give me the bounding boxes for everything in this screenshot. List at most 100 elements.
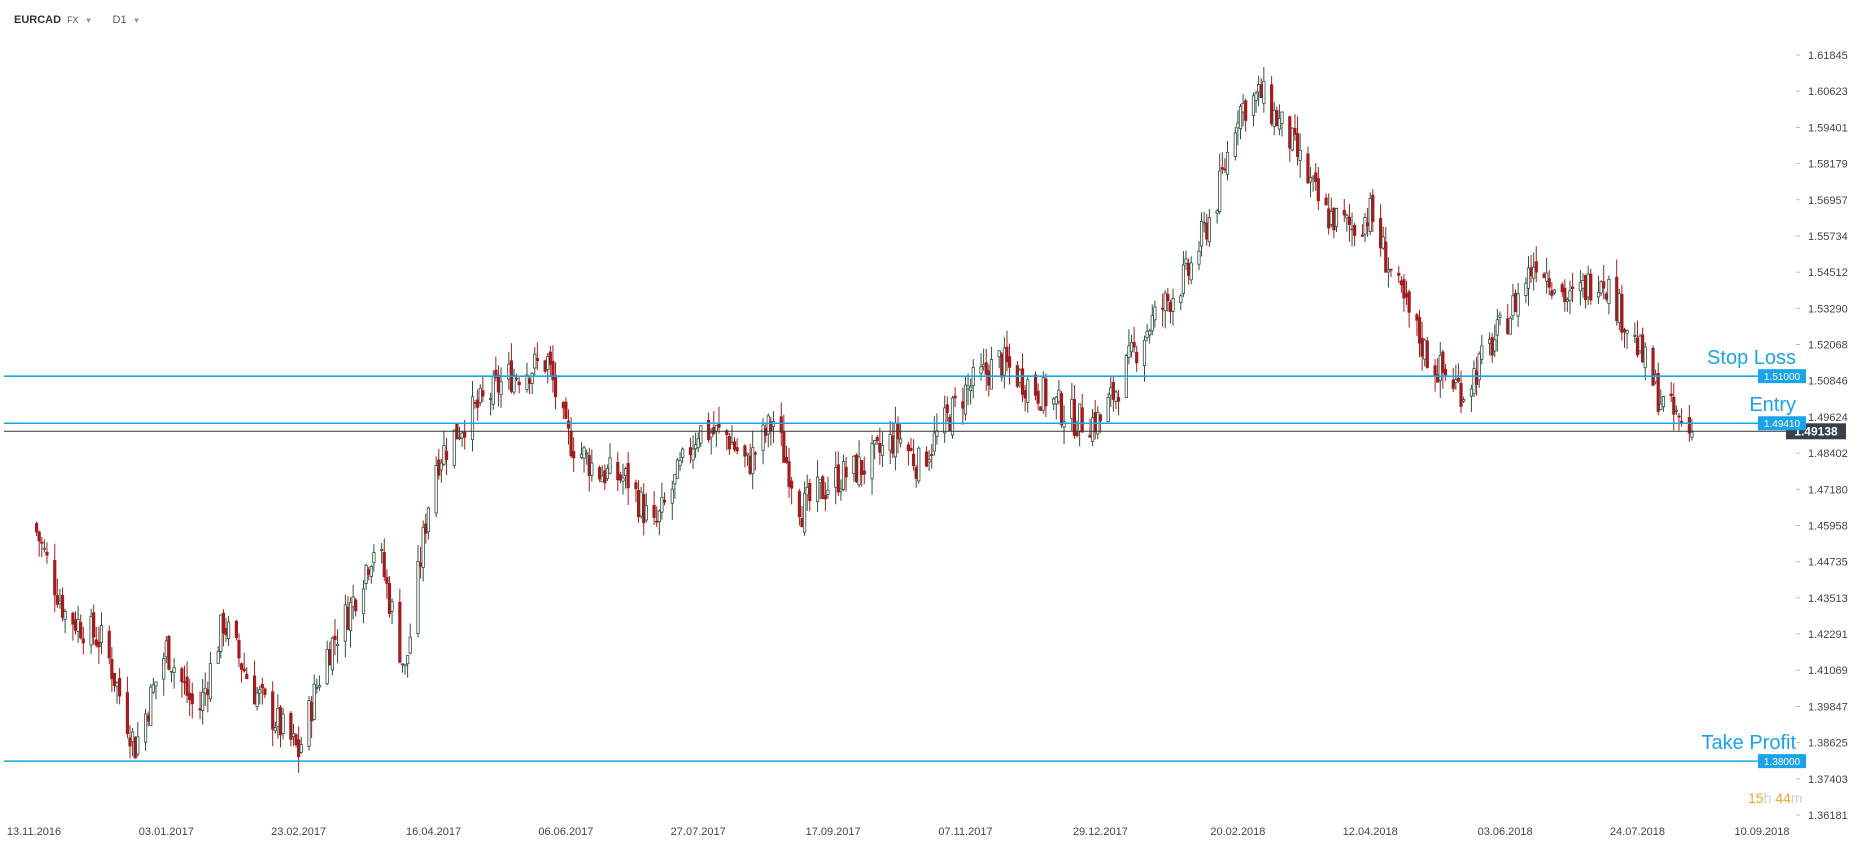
candle-body — [1109, 387, 1113, 396]
candle-body — [1360, 234, 1365, 237]
candle-body — [73, 619, 78, 631]
candle-body — [735, 447, 739, 452]
candle-body — [367, 569, 371, 575]
candle-body — [712, 426, 716, 434]
timeframe-dropdown[interactable]: D1 — [112, 14, 127, 26]
candle-body — [234, 620, 238, 638]
candle-body — [1184, 258, 1188, 264]
candle-body — [1270, 84, 1274, 125]
candle-body — [1417, 317, 1422, 344]
candle-body — [585, 452, 589, 455]
candle-body — [1532, 266, 1536, 279]
candle-body — [1275, 110, 1279, 127]
candle-body — [34, 523, 39, 533]
candle-body — [862, 470, 866, 475]
candle-body — [566, 420, 571, 429]
candle-body — [673, 474, 677, 485]
y-tick-label: 1.43513 — [1808, 593, 1848, 605]
candle-body — [909, 447, 913, 451]
market-dropdown[interactable]: FX — [67, 15, 79, 25]
candle-body — [652, 504, 656, 518]
candle-body — [1057, 389, 1061, 402]
candle-body — [335, 643, 340, 647]
x-tick-label: 10.09.2018 — [1734, 826, 1789, 838]
candle-body — [1617, 293, 1621, 324]
candle-body — [790, 480, 794, 489]
y-tick-label: 1.59401 — [1808, 122, 1848, 134]
candle-body — [841, 461, 846, 490]
candle-body — [58, 600, 62, 605]
candle-body — [1106, 396, 1110, 423]
x-tick-label: 24.07.2018 — [1610, 826, 1665, 838]
candle-body — [1604, 293, 1608, 300]
candle-body — [1223, 168, 1227, 171]
candle-body — [1127, 345, 1131, 358]
chevron-down-icon[interactable]: ▼ — [84, 15, 93, 25]
candle-body — [1244, 100, 1248, 121]
candle-body — [1363, 217, 1367, 235]
candle-body — [1251, 95, 1256, 116]
x-tick-label: 03.01.2017 — [139, 826, 194, 838]
candle-body — [924, 451, 929, 467]
candle-body — [1308, 177, 1313, 183]
candle-body — [1386, 269, 1390, 273]
candle-body — [642, 494, 646, 524]
candle-body — [930, 454, 934, 456]
take-profit-label: Take Profit — [1702, 732, 1797, 754]
candle-body — [1620, 294, 1624, 333]
candle-body — [893, 422, 898, 458]
candle-body — [662, 499, 667, 503]
candle-body — [281, 713, 285, 734]
candle-body — [709, 432, 713, 438]
candle-body — [727, 435, 731, 450]
candle-body — [551, 360, 555, 381]
candle-body — [1545, 272, 1549, 282]
candle-body — [587, 454, 591, 476]
candle-body — [239, 663, 244, 670]
chevron-down-icon[interactable]: ▼ — [132, 15, 141, 25]
candle-body — [852, 455, 856, 474]
candle-body — [403, 663, 407, 667]
candle-body — [873, 440, 877, 445]
candle-body — [961, 401, 965, 409]
candle-body — [618, 474, 622, 481]
candle-body — [1583, 275, 1588, 301]
candle-body — [1493, 339, 1497, 352]
candle-body — [1150, 315, 1154, 332]
y-tick-label: 1.54512 — [1808, 267, 1848, 279]
candle-body — [891, 435, 895, 454]
candle-body — [1371, 194, 1375, 222]
candle-body — [1643, 346, 1647, 369]
candle-body — [834, 467, 838, 488]
candle-body — [1423, 339, 1427, 360]
candle-body — [434, 465, 438, 514]
candle-body — [40, 541, 44, 544]
candle-body — [348, 602, 353, 632]
candle-body — [950, 397, 955, 436]
candle-body — [1687, 417, 1691, 434]
candle-body — [491, 375, 495, 405]
candle-body — [1495, 319, 1499, 336]
candle-body — [748, 455, 752, 474]
candle-body — [351, 596, 355, 608]
candle-body — [439, 462, 443, 471]
y-tick-label: 1.38625 — [1808, 738, 1848, 750]
candle-body — [548, 351, 552, 365]
symbol-label[interactable]: EURCAD — [14, 14, 62, 26]
candle-body — [1306, 153, 1310, 184]
y-tick-label: 1.37403 — [1808, 774, 1848, 786]
y-tick-label: 1.42291 — [1808, 629, 1848, 641]
candle-body — [143, 713, 148, 743]
candle-body — [878, 442, 882, 453]
candle-body — [354, 599, 358, 612]
candle-body — [598, 467, 602, 480]
candle-body — [1298, 149, 1302, 161]
candle-body — [107, 630, 111, 659]
candle-body — [1020, 368, 1025, 395]
candle-body — [460, 432, 464, 439]
candle-body — [1347, 216, 1352, 226]
candle-body — [888, 434, 892, 451]
candle-body — [496, 374, 501, 393]
candle-body — [424, 523, 428, 534]
